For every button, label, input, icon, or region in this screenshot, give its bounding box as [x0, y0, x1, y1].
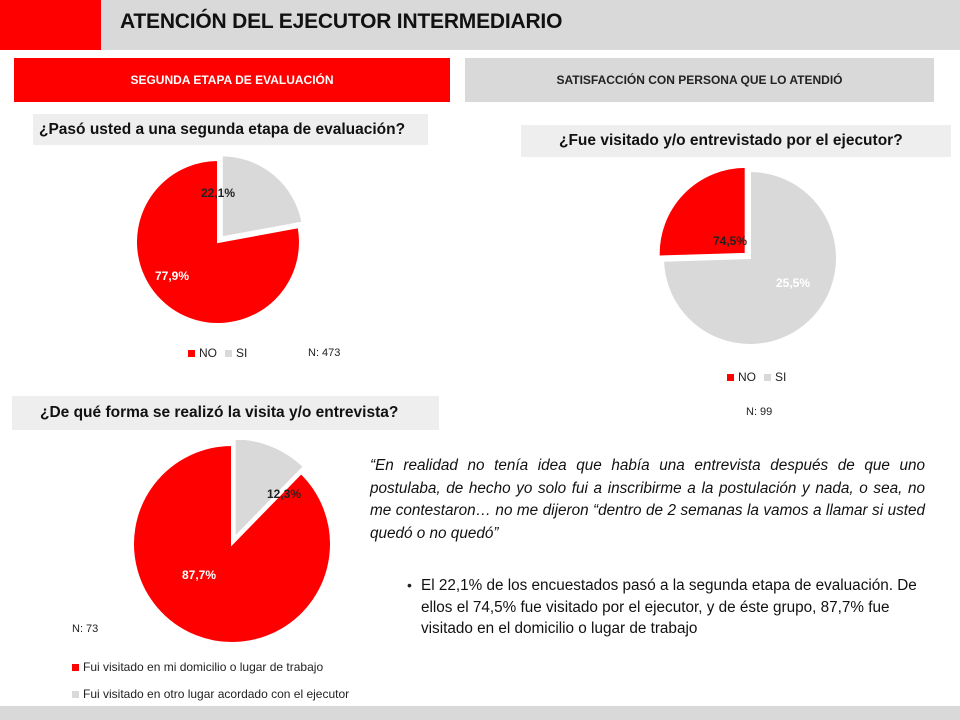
chart3-pie: 87,7% 12,3% [132, 440, 332, 644]
tab-segunda-etapa: SEGUNDA ETAPA DE EVALUACIÓN [14, 58, 450, 102]
chart3-n-label: N: 73 [72, 623, 99, 635]
legend-swatch-si [764, 373, 771, 381]
pie-slice-fui-visitado-en-otro-lugar-acordado-con-el-ejecutor [233, 440, 306, 540]
pie-slice-fui-visitado-en-mi-domicilio-o-lugar-de-trabajo [132, 443, 332, 644]
chart3-title: ¿De qué forma se realizó la visita y/o e… [12, 396, 439, 430]
chart2-title: ¿Fue visitado y/o entrevistado por el ej… [521, 125, 951, 157]
pie-value-label-0: 77,9% [155, 269, 189, 283]
legend-label-otro-lugar: Fui visitado en otro lugar acordado con … [83, 687, 350, 701]
testimonial-quote: “En realidad no tenía idea que había una… [370, 457, 925, 542]
tab-segunda-etapa-label: SEGUNDA ETAPA DE EVALUACIÓN [130, 73, 334, 87]
pie-slice-no [135, 158, 301, 325]
pie-value-label-1: 22,1% [201, 186, 235, 200]
legend-label-no: NO [738, 370, 756, 384]
chart2-n-label: N: 99 [746, 406, 773, 418]
chart3-legend-item-2: Fui visitado en otro lugar acordado con … [72, 687, 349, 701]
pie-slice-si [220, 154, 304, 239]
legend-label-domicilio: Fui visitado en mi domicilio o lugar de … [83, 660, 324, 674]
chart3-legend-item-1: Fui visitado en mi domicilio o lugar de … [72, 660, 323, 674]
chart1-legend: NO SI [188, 346, 247, 360]
chart1-pie: 77,9% 22,1% [135, 154, 304, 325]
pie-slice-no [657, 165, 747, 258]
pie-slice-si [662, 169, 838, 346]
legend-swatch-no [188, 349, 195, 357]
header-bar [0, 0, 960, 50]
legend-label-si: SI [775, 370, 787, 384]
pie-value-label-0: 87,7% [182, 568, 216, 582]
pie-value-label-0: 25,5% [776, 276, 810, 290]
pie-value-label-1: 12,3% [267, 487, 301, 501]
chart3-title-text: ¿De qué forma se realizó la visita y/o e… [40, 404, 399, 421]
legend-label-si: SI [236, 346, 248, 360]
legend-swatch-domicilio [72, 663, 79, 671]
header-accent-block [0, 0, 101, 50]
legend-label-no: NO [199, 346, 217, 360]
tab-satisfaccion: SATISFACCIÓN CON PERSONA QUE LO ATENDIÓ [465, 58, 934, 102]
bullet-icon: • [407, 577, 412, 593]
legend-swatch-otro-lugar [72, 690, 79, 698]
footer-bar [0, 706, 960, 720]
chart1-title: ¿Pasó usted a una segunda etapa de evalu… [33, 114, 428, 145]
legend-swatch-si [225, 349, 232, 357]
page-title: ATENCIÓN DEL EJECUTOR INTERMEDIARIO [120, 10, 563, 33]
chart2-title-text: ¿Fue visitado y/o entrevistado por el ej… [559, 132, 903, 149]
chart1-n-label: N: 473 [308, 347, 341, 359]
chart2-pie: 25,5% 74,5% [657, 165, 838, 346]
chart2-legend: NO SI [727, 370, 786, 384]
legend-swatch-no [727, 373, 734, 381]
tab-satisfaccion-label: SATISFACCIÓN CON PERSONA QUE LO ATENDIÓ [556, 73, 843, 87]
chart1-title-text: ¿Pasó usted a una segunda etapa de evalu… [39, 120, 406, 138]
pie-value-label-1: 74,5% [713, 234, 747, 248]
summary-bullet: El 22,1% de los encuestados pasó a la se… [421, 577, 917, 637]
